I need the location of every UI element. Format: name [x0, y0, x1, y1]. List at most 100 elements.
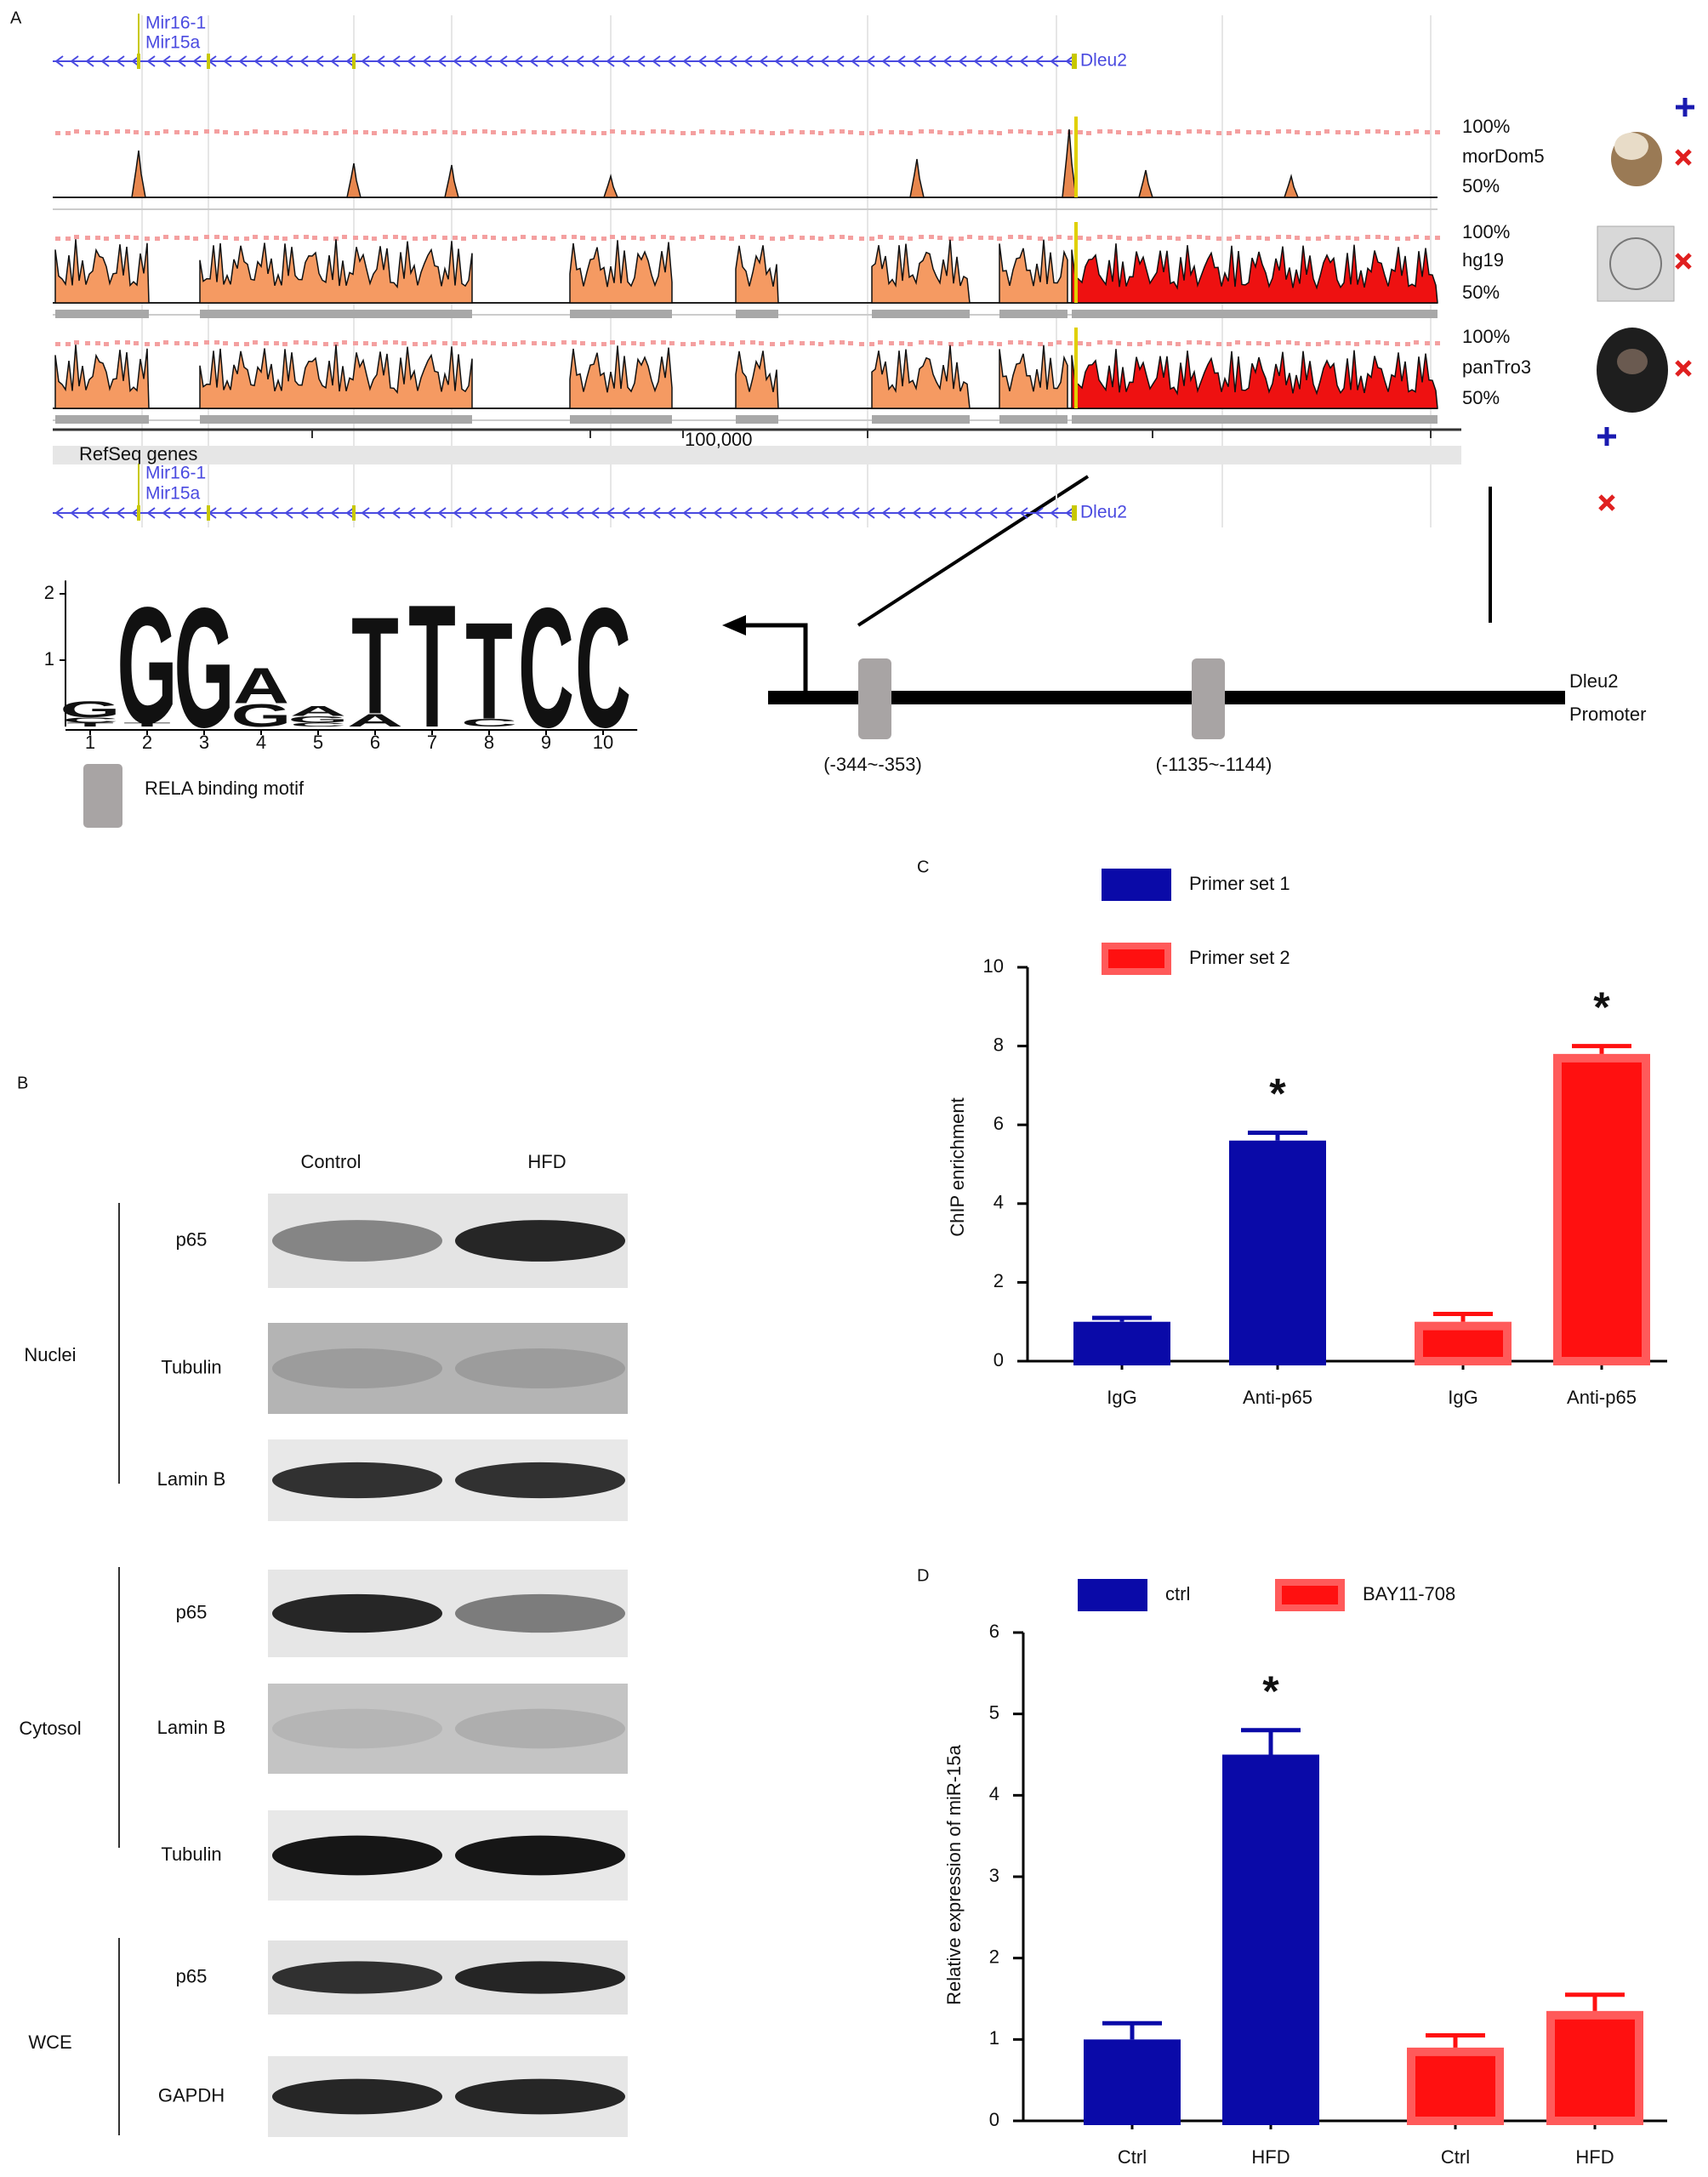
- alignment-block: [937, 341, 942, 345]
- alignment-block: [1276, 129, 1281, 134]
- alignment-block: [1205, 130, 1210, 134]
- y-axis-label: ChIP enrichment: [947, 1097, 968, 1236]
- alignment-block: [1056, 129, 1062, 134]
- alignment-block: [223, 236, 228, 240]
- alignment-block: [104, 342, 109, 346]
- alignment-block: [55, 342, 60, 346]
- alignment-block: [423, 131, 428, 135]
- alignment-block: [680, 237, 686, 241]
- alignment-block: [244, 131, 249, 135]
- alignment-bar: [999, 310, 1068, 318]
- blot-band: [455, 1462, 625, 1499]
- y-tick-label: 1: [989, 2027, 999, 2049]
- alignment-block: [1157, 236, 1162, 240]
- gene-strand-arrow: [361, 55, 370, 67]
- y-tick-label: 0: [993, 1349, 1004, 1371]
- alignment-block: [561, 129, 566, 134]
- alignment-block: [550, 237, 555, 241]
- logo-x-tick-label: 5: [313, 732, 323, 753]
- logo-y-tick-label: 2: [44, 582, 54, 603]
- gene-strand-arrow: [1019, 507, 1028, 519]
- alignment-block: [810, 236, 815, 240]
- alignment-block: [1306, 131, 1311, 135]
- alignment-block: [680, 131, 686, 135]
- alignment-block: [1316, 342, 1321, 346]
- alignment-block: [312, 130, 317, 134]
- alignment-block: [163, 340, 168, 345]
- alignment-block: [889, 341, 894, 345]
- gene-label: Mir16-1: [145, 464, 206, 483]
- x-tick-label: Ctrl: [1118, 2146, 1147, 2168]
- alignment-block: [1197, 129, 1202, 134]
- alignment-block: [699, 129, 704, 134]
- significance-star: *: [1262, 1667, 1279, 1715]
- alignment-bar: [1072, 310, 1438, 318]
- alignment-block: [401, 236, 407, 240]
- gene-strand-arrow: [942, 55, 952, 67]
- alignment-block: [1056, 235, 1062, 239]
- alignment-block: [1235, 235, 1240, 239]
- exon-marker: [1072, 505, 1077, 521]
- alignment-block: [1038, 237, 1043, 241]
- alignment-block: [759, 236, 764, 240]
- tss-arrowhead: [722, 615, 746, 635]
- alignment-block: [770, 237, 775, 241]
- alignment-block: [282, 237, 288, 241]
- blot-band: [272, 1961, 442, 1994]
- alignment-block: [929, 129, 934, 134]
- alignment-block: [829, 235, 834, 239]
- alignment-bar: [999, 415, 1068, 424]
- gene-strand-arrow: [835, 55, 845, 67]
- alignment-block: [1107, 340, 1113, 345]
- alignment-block: [1157, 341, 1162, 345]
- alignment-block: [1048, 131, 1053, 135]
- alignment-block: [661, 129, 666, 134]
- blot-background: [268, 1684, 628, 1774]
- alignment-block: [908, 237, 913, 241]
- gene-strand-arrow: [498, 507, 508, 519]
- alignment-block: [1286, 340, 1291, 345]
- logo-letter: T: [123, 721, 171, 727]
- alignment-block: [651, 340, 656, 345]
- alignment-bar: [570, 415, 672, 424]
- alignment-block: [829, 129, 834, 134]
- alignment-block: [669, 130, 675, 134]
- alignment-block: [640, 131, 645, 135]
- alignment-block: [978, 341, 983, 345]
- alignment-block: [869, 237, 874, 241]
- alignment-block: [661, 340, 666, 345]
- alignment-block: [818, 342, 823, 346]
- gene-strand-arrow: [820, 507, 829, 519]
- alignment-block: [532, 236, 537, 240]
- gene-strand-arrow: [560, 55, 569, 67]
- alignment-block: [631, 236, 636, 240]
- gene-strand-arrow: [897, 507, 906, 519]
- gene-strand-arrow: [54, 55, 64, 67]
- alignment-block: [621, 341, 626, 345]
- alignment-block: [919, 235, 924, 239]
- alignment-block: [214, 340, 219, 345]
- alignment-block: [1018, 340, 1023, 345]
- gene-strand-arrow: [498, 55, 508, 67]
- alignment-block: [1276, 340, 1281, 345]
- alignment-block: [1256, 341, 1261, 345]
- legend-swatch: [1078, 1579, 1147, 1611]
- alignment-block: [1425, 130, 1430, 134]
- alignment-block: [244, 237, 249, 241]
- alignment-block: [174, 341, 179, 345]
- x-tick-label: IgG: [1448, 1387, 1477, 1408]
- significance-star: *: [1269, 1070, 1286, 1118]
- conservation-peak: [1138, 169, 1154, 198]
- alignment-block: [55, 131, 60, 135]
- alignment-block: [413, 342, 418, 346]
- logo-x-tick-label: 4: [256, 732, 266, 753]
- gene-strand-arrow: [85, 55, 94, 67]
- alignment-block: [750, 235, 755, 239]
- gene-strand-arrow: [912, 507, 921, 519]
- alignment-block: [859, 342, 864, 346]
- gene-strand-arrow: [345, 55, 355, 67]
- alignment-block: [185, 341, 190, 345]
- alignment-block: [840, 340, 845, 345]
- alignment-block: [800, 130, 805, 134]
